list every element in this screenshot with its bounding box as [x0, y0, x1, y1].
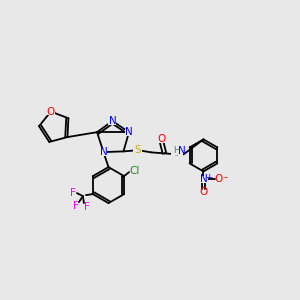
Text: O: O [157, 134, 166, 144]
Text: N: N [200, 174, 207, 184]
Text: N: N [178, 146, 185, 156]
Text: N: N [109, 116, 116, 126]
Bar [47, 108, 55, 115]
Bar [100, 148, 107, 156]
Text: O: O [214, 174, 223, 184]
Bar [158, 136, 166, 143]
Text: F: F [84, 202, 90, 212]
Text: -: - [224, 172, 227, 182]
Text: N: N [100, 147, 107, 157]
Text: N: N [125, 127, 133, 137]
Text: +: + [205, 173, 212, 182]
Bar [108, 118, 116, 124]
Text: O: O [199, 188, 208, 197]
Bar [125, 129, 133, 136]
Text: H: H [173, 146, 180, 155]
Text: S: S [134, 146, 141, 155]
Text: F: F [70, 188, 76, 198]
Text: Cl: Cl [129, 166, 139, 176]
Bar [133, 147, 142, 154]
Bar [172, 147, 184, 155]
Bar [199, 176, 208, 183]
Text: O: O [47, 106, 55, 116]
Text: F: F [73, 201, 79, 211]
